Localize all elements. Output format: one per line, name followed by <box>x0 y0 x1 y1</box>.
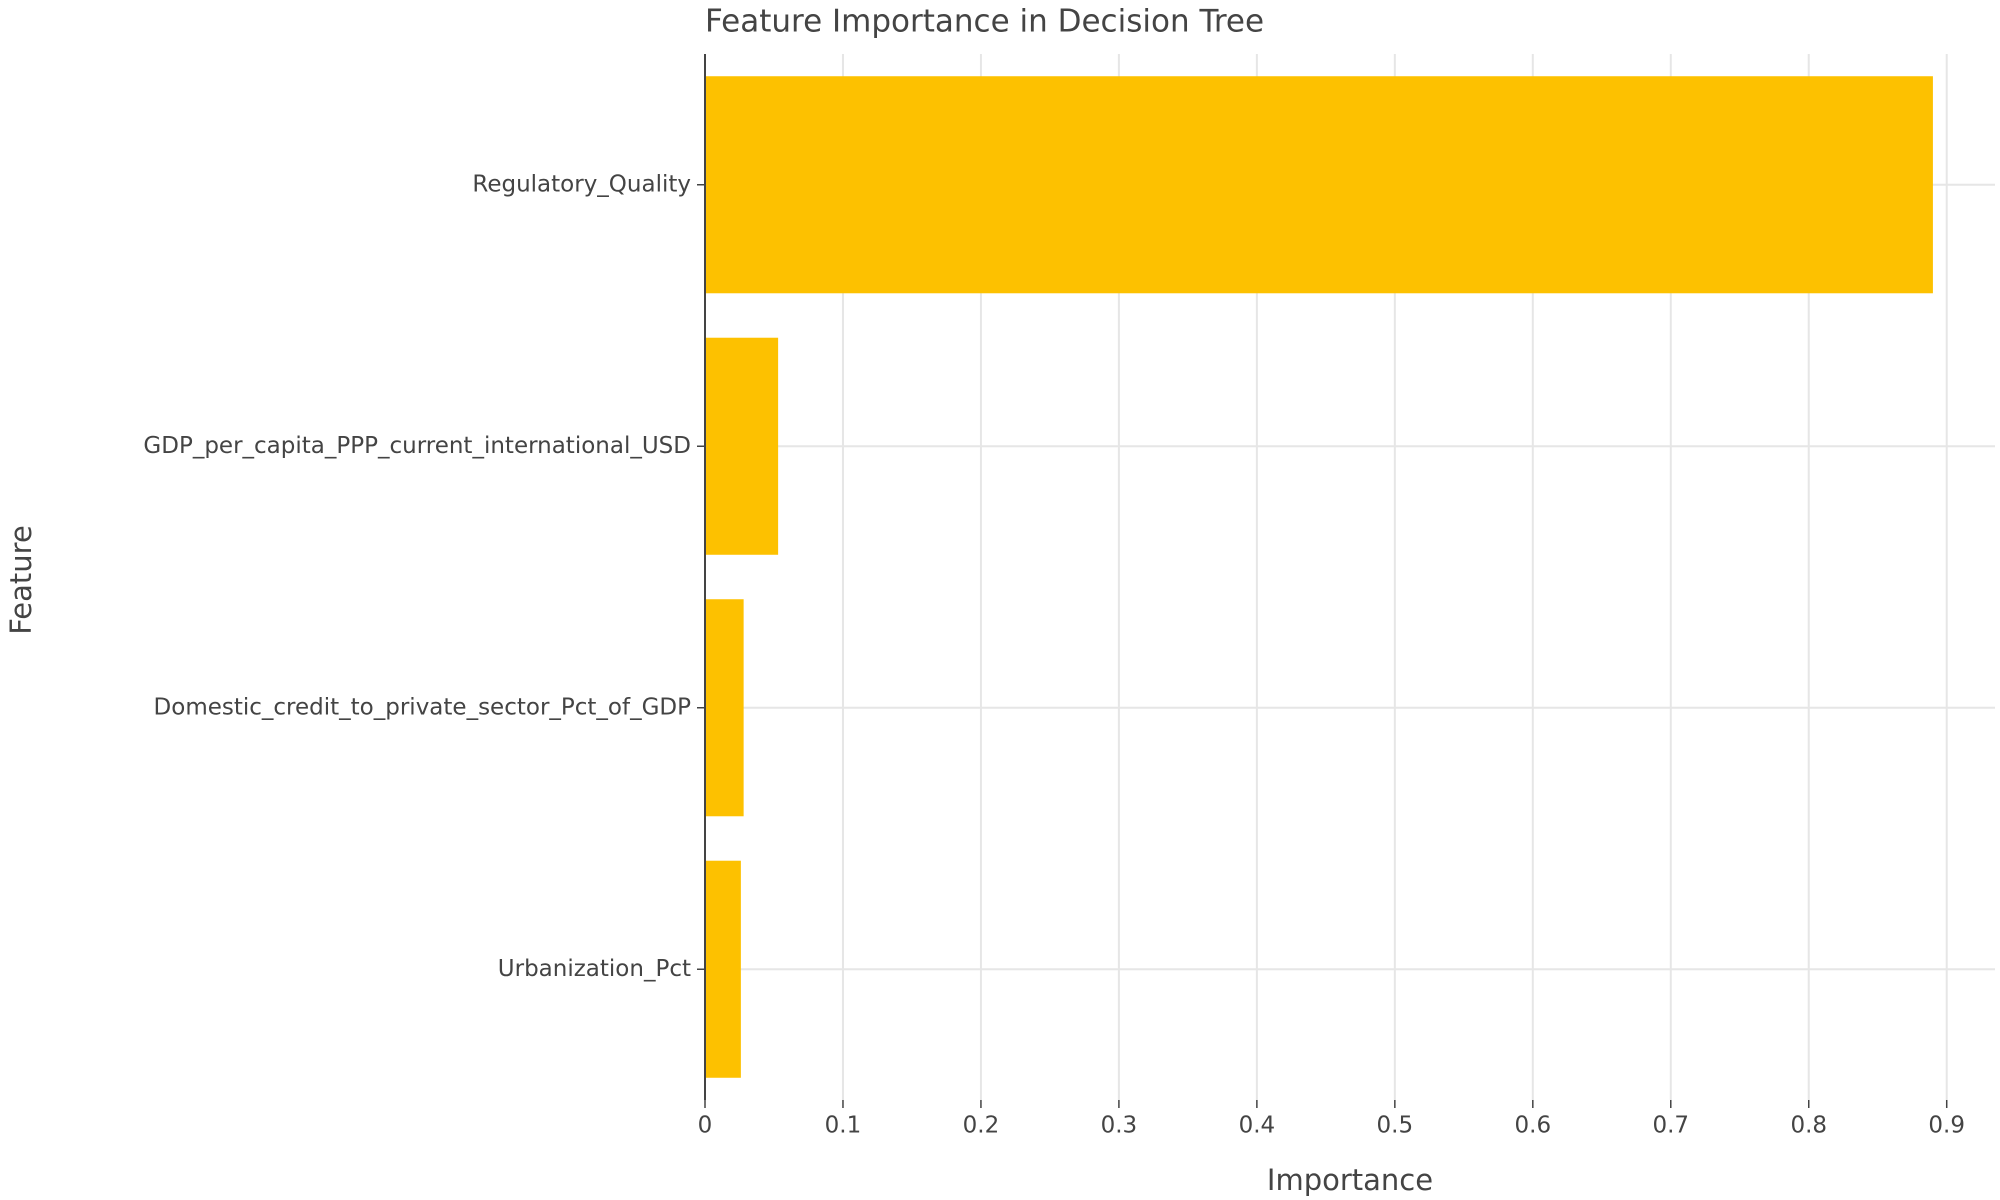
x-tick-label: 0 <box>698 1113 713 1139</box>
x-tick-label: 0.7 <box>1652 1113 1689 1139</box>
bar <box>705 599 744 817</box>
y-tick-label: Regulatory_Quality <box>472 171 691 197</box>
y-tick-label: Urbanization_Pct <box>498 956 691 982</box>
y-axis-title: Feature <box>4 525 38 635</box>
x-tick-label: 0.5 <box>1377 1113 1414 1139</box>
x-axis-title: Importance <box>1267 1163 1433 1197</box>
chart-title: Feature Importance in Decision Tree <box>705 4 1264 40</box>
x-tick-label: 0.6 <box>1515 1113 1552 1139</box>
x-tick-label: 0.9 <box>1928 1113 1965 1139</box>
y-tick-label: Domestic_credit_to_private_sector_Pct_of… <box>154 694 692 720</box>
bar <box>705 76 1933 294</box>
bar <box>705 337 779 555</box>
x-tick-label: 0.2 <box>963 1113 1000 1139</box>
x-tick-label: 0.4 <box>1239 1113 1276 1139</box>
bar <box>705 860 741 1078</box>
x-tick-label: 0.1 <box>825 1113 862 1139</box>
y-tick-label: GDP_per_capita_PPP_current_international… <box>143 433 691 459</box>
x-tick-label: 0.8 <box>1790 1113 1827 1139</box>
x-tick-label: 0.3 <box>1101 1113 1138 1139</box>
